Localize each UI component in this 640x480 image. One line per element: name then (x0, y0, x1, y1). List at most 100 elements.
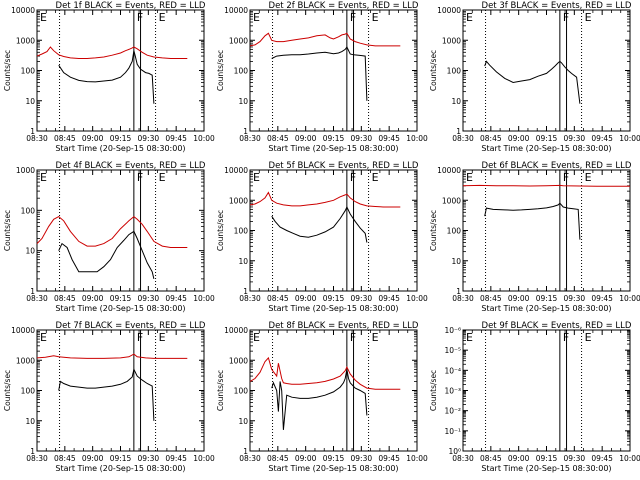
y-tick-label: 10 (451, 97, 461, 106)
x-tick-label: 09:15 (323, 454, 345, 463)
time-marker-label: E (466, 11, 473, 24)
time-marker-label: E (159, 11, 166, 24)
y-tick-label: 10000 (437, 6, 461, 15)
y-tick-label: 10⁻² (444, 407, 461, 416)
y-axis-label: Counts/sec (429, 50, 438, 91)
lld-series-line (36, 46, 188, 59)
x-tick-label: 08:30 (452, 134, 474, 143)
x-axis-label: Start Time (20-Sep-15 08:30:00) (481, 464, 611, 473)
x-tick-label: 09:30 (351, 294, 373, 303)
x-tick-label: 08:30 (26, 454, 48, 463)
time-marker-label: F (137, 331, 143, 344)
plot-panel: Det 3f BLACK = Events, RED = LLD 1 10 100 10… (429, 1, 640, 153)
x-tick-label: 09:15 (323, 134, 345, 143)
time-marker-label: E (585, 11, 592, 24)
time-marker-label: E (253, 11, 260, 24)
time-marker-label: E (466, 331, 473, 344)
x-tick-label: 10:00 (193, 454, 215, 463)
x-tick-label: 09:00 (508, 294, 530, 303)
x-tick-label: 09:00 (82, 294, 104, 303)
y-tick-label: 10000 (437, 166, 461, 175)
time-marker-label: E (253, 171, 260, 184)
plot-panel: Det 6f BLACK = Events, RED = LLD 1 10 100 10… (429, 161, 640, 313)
y-tick-label: 1000 (16, 36, 35, 45)
plot-frame (462, 329, 631, 452)
plot-title: Det 9f BLACK = Events, RED = LLD (482, 321, 632, 331)
time-marker-label: E (372, 171, 379, 184)
y-tick-label: 100 (21, 67, 36, 76)
y-tick-label: 10000 (224, 326, 248, 335)
y-tick-label: 10000 (224, 166, 248, 175)
x-axis-label: Start Time (20-Sep-15 08:30:00) (268, 144, 398, 153)
y-tick-label: 10000 (11, 326, 35, 335)
plot-panel: Det 1f BLACK = Events, RED = LLD 1 10 100 10… (3, 1, 215, 153)
plot-frame (249, 169, 418, 292)
y-tick-label: 100 (21, 206, 36, 215)
y-tick-label: 1000 (442, 196, 461, 205)
plot-frame (462, 169, 631, 292)
y-tick-label: 100 (234, 387, 249, 396)
y-tick-label: 10000 (224, 6, 248, 15)
plot-title: Det 3f BLACK = Events, RED = LLD (482, 1, 632, 11)
x-tick-label: 09:30 (138, 134, 160, 143)
y-tick-label: 1000 (229, 36, 248, 45)
y-tick-label: 1000 (229, 196, 248, 205)
y-tick-label: 10 (451, 257, 461, 266)
y-axis-label: Counts/sec (216, 210, 225, 251)
y-tick-label: 1000 (442, 36, 461, 45)
x-tick-label: 09:30 (351, 134, 373, 143)
time-marker-label: E (40, 11, 47, 24)
x-axis-label: Start Time (20-Sep-15 08:30:00) (268, 304, 398, 313)
x-axis-label: Start Time (20-Sep-15 08:30:00) (481, 144, 611, 153)
plot-frame (36, 169, 205, 292)
x-tick-label: 10:00 (406, 134, 428, 143)
y-tick-label: 100 (234, 67, 249, 76)
plot-title: Det 7f BLACK = Events, RED = LLD (56, 321, 206, 331)
time-marker-label: E (253, 331, 260, 344)
time-marker-label: E (372, 11, 379, 24)
x-tick-label: 09:30 (138, 454, 160, 463)
x-tick-label: 08:45 (267, 134, 289, 143)
lld-series-line (36, 353, 188, 359)
x-tick-label: 08:30 (452, 454, 474, 463)
x-tick-label: 08:45 (267, 454, 289, 463)
x-axis-label: Start Time (20-Sep-15 08:30:00) (55, 304, 185, 313)
time-marker-label: F (350, 171, 356, 184)
time-marker-label: F (137, 171, 143, 184)
time-marker-label: F (137, 11, 143, 24)
time-marker-label: F (350, 11, 356, 24)
x-tick-label: 09:30 (564, 134, 586, 143)
y-tick-label: 100 (234, 227, 249, 236)
y-tick-label: 1000 (229, 356, 248, 365)
x-tick-label: 08:45 (480, 454, 502, 463)
x-tick-label: 09:45 (378, 454, 400, 463)
time-marker-label: E (40, 171, 47, 184)
x-tick-label: 09:00 (295, 134, 317, 143)
y-axis-label: Counts/sec (429, 210, 438, 251)
x-tick-label: 10:00 (193, 294, 215, 303)
x-tick-label: 09:00 (508, 454, 530, 463)
x-tick-label: 10:00 (619, 454, 640, 463)
y-tick-label: 1 (243, 287, 248, 296)
lld-series-line (462, 184, 630, 187)
y-tick-label: 1000 (16, 356, 35, 365)
x-tick-label: 09:15 (323, 294, 345, 303)
x-axis-label: Start Time (20-Sep-15 08:30:00) (55, 144, 185, 153)
events-series-line (484, 202, 581, 240)
lld-series-line (249, 32, 401, 47)
x-tick-label: 09:15 (536, 454, 558, 463)
events-series-line (58, 367, 155, 421)
y-tick-label: 1 (30, 447, 35, 456)
lld-series-line (249, 356, 401, 390)
x-tick-label: 09:45 (591, 134, 613, 143)
plot-panel: Det 8f BLACK = Events, RED = LLD 1 10 100 10… (216, 321, 428, 473)
x-tick-label: 08:30 (26, 134, 48, 143)
time-marker-label: E (159, 171, 166, 184)
x-tick-label: 09:30 (564, 454, 586, 463)
lld-series-line (249, 191, 401, 208)
x-tick-label: 09:30 (138, 294, 160, 303)
time-marker-label: F (563, 11, 569, 24)
time-marker-label: E (585, 331, 592, 344)
x-tick-label: 08:45 (480, 294, 502, 303)
x-tick-label: 08:30 (26, 294, 48, 303)
